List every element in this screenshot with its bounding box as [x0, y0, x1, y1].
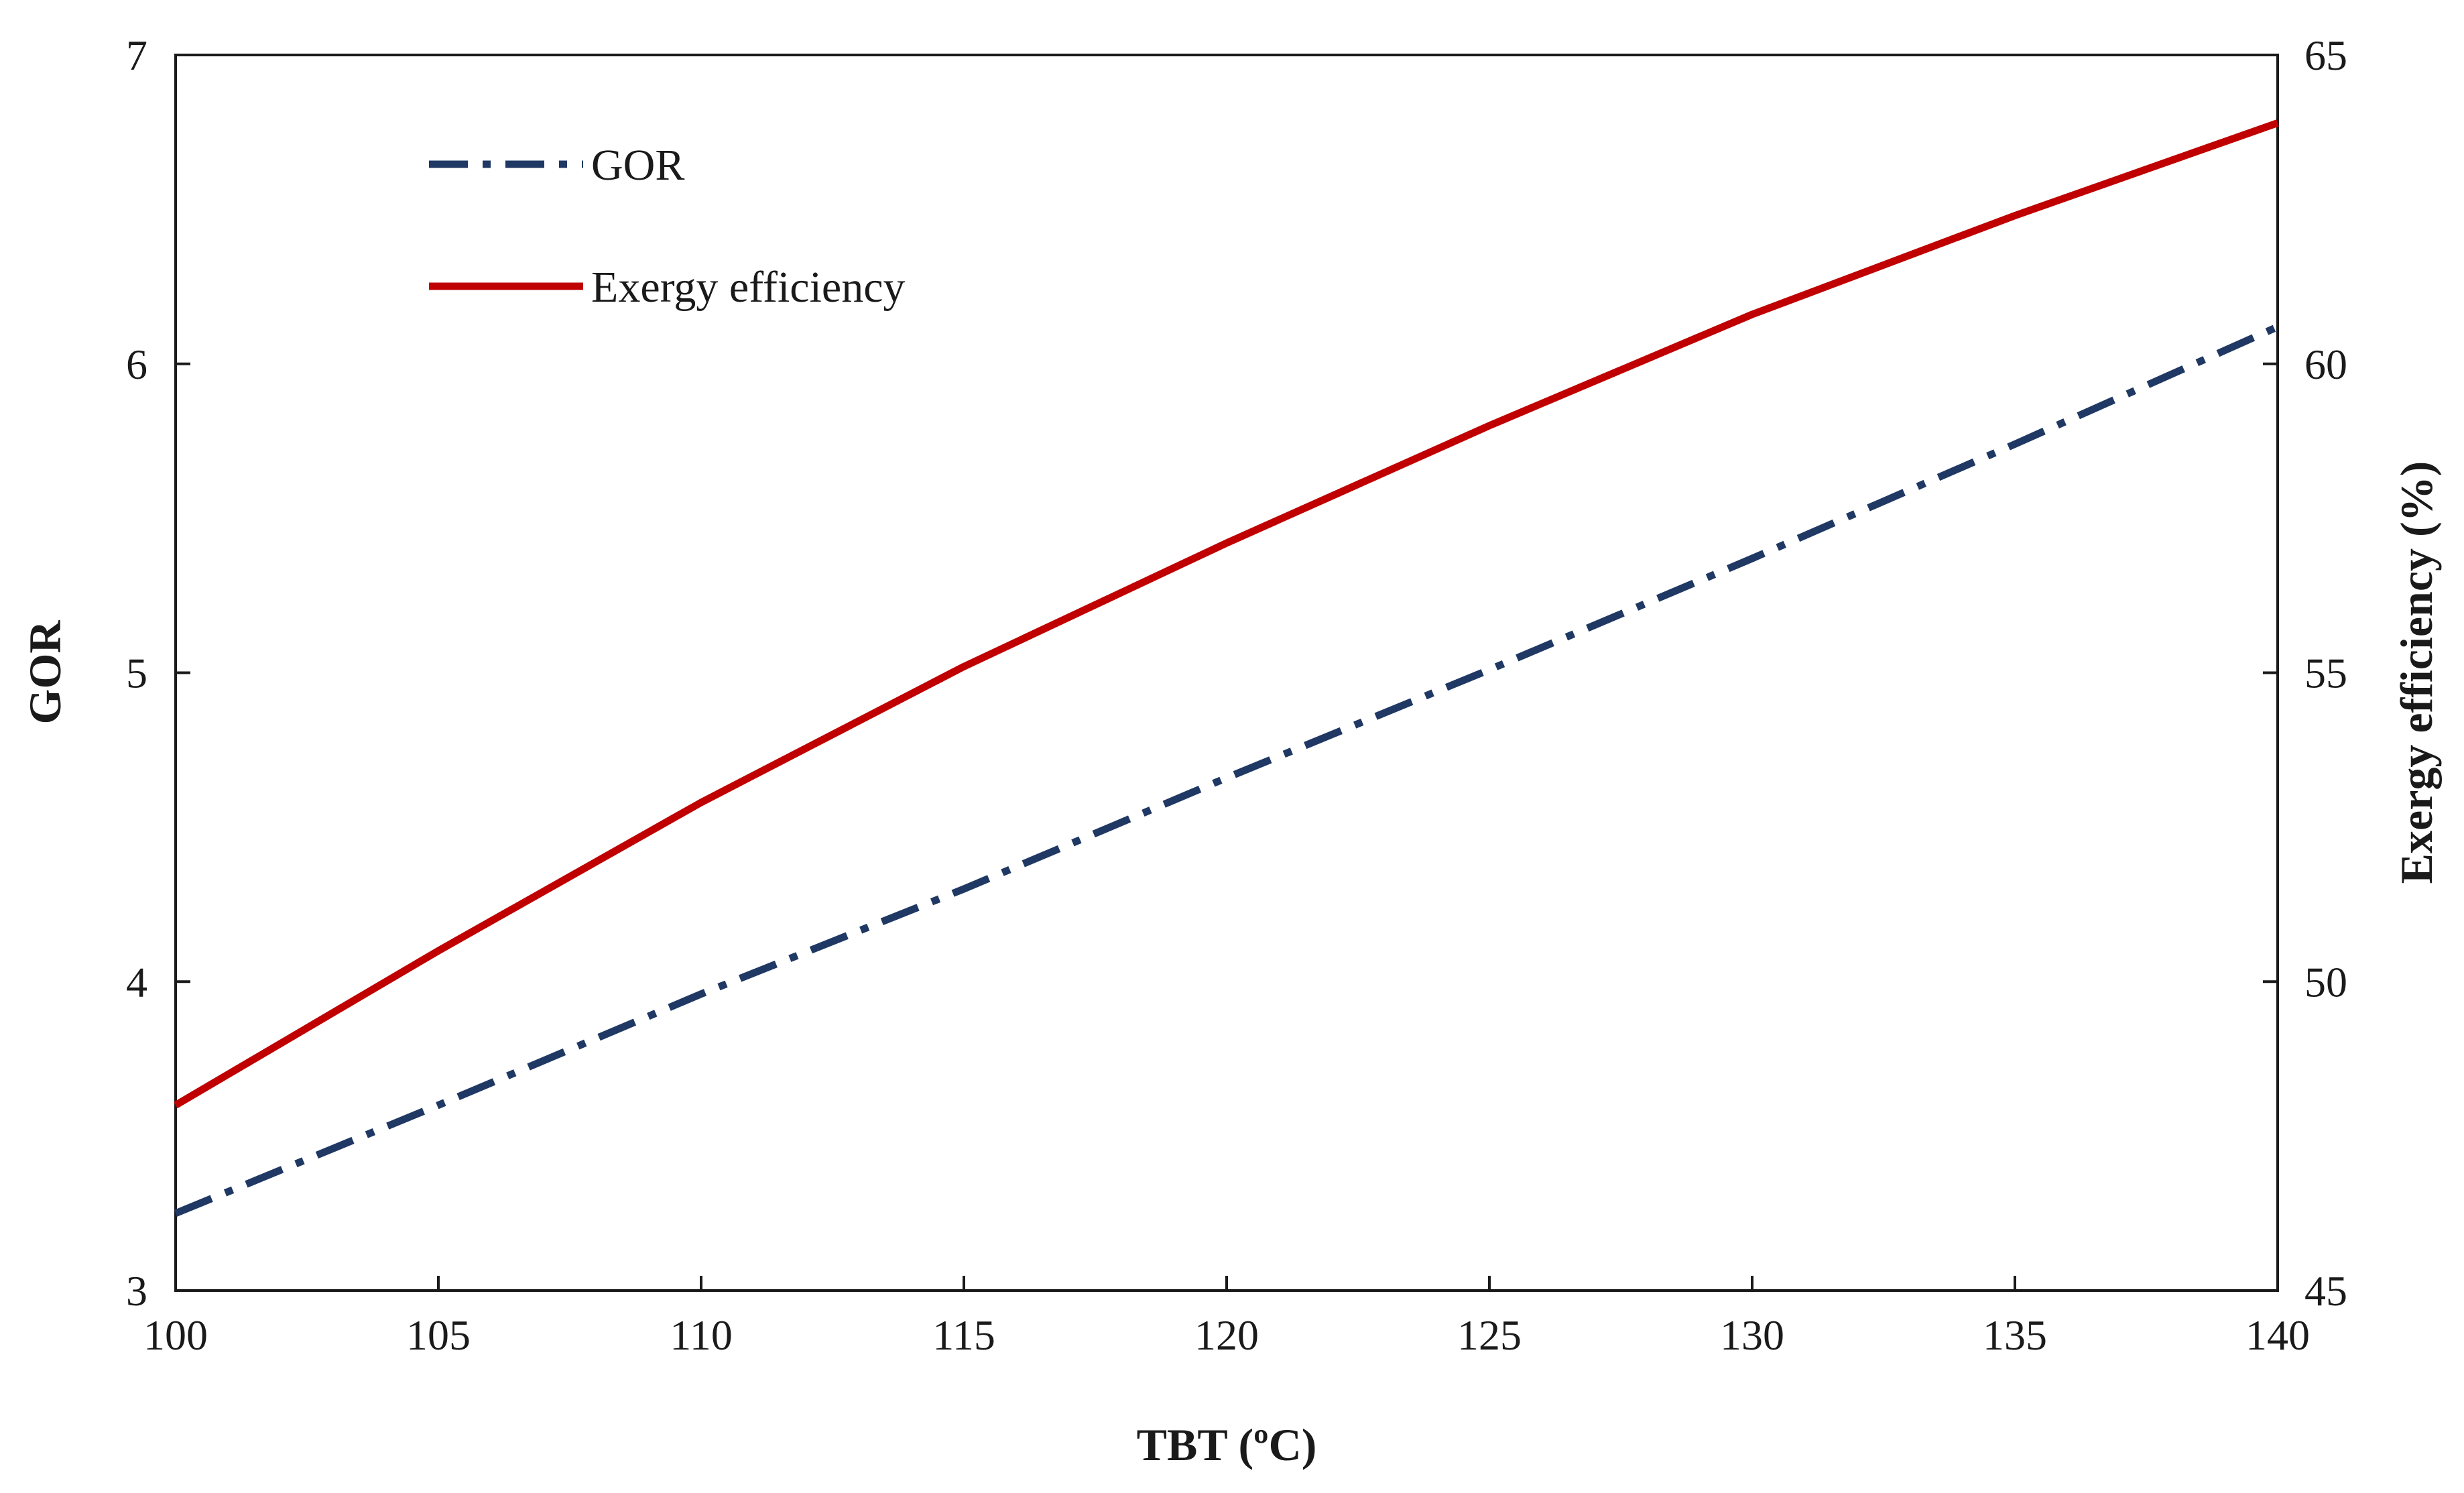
- axis-ticks: [174, 54, 2279, 1292]
- legend-label-gor: GOR: [591, 141, 684, 190]
- y-tick-label-5: 5: [126, 650, 147, 697]
- y-tick-label-3: 3: [126, 1267, 147, 1315]
- x-tick-label-110: 110: [670, 1311, 733, 1359]
- x-tick-label-120: 120: [1194, 1311, 1259, 1359]
- y-tick-label-4: 4: [126, 958, 147, 1006]
- y-tick-label-7: 7: [126, 32, 147, 79]
- y2-axis-title: Exergy efficiency (%): [2391, 461, 2442, 884]
- x-tick-label-105: 105: [406, 1311, 471, 1359]
- y-axis-title: GOR: [19, 620, 70, 725]
- series-lines: [174, 119, 2280, 1217]
- x-tick-label-100: 100: [143, 1311, 208, 1359]
- x-tick-label-135: 135: [1983, 1311, 2047, 1359]
- x-tick-label-140: 140: [2245, 1311, 2310, 1359]
- x-axis-title: TBT (ºC): [1137, 1419, 1317, 1470]
- series-line-exergy-efficiency: [174, 119, 2279, 1109]
- y2-tick-label-50: 50: [2304, 958, 2347, 1006]
- legend-label-exergy: Exergy efficiency: [591, 263, 906, 312]
- y2-tick-label-55: 55: [2304, 650, 2347, 697]
- y2-tick-label-65: 65: [2304, 32, 2347, 79]
- x-tick-label-130: 130: [1720, 1311, 1784, 1359]
- x-tick-label-115: 115: [932, 1311, 995, 1359]
- y2-tick-label-60: 60: [2304, 341, 2347, 388]
- axis-tick-labels: 100 105 110 115 120 125 130 135 1403456745505560…: [126, 32, 2347, 1359]
- y-tick-label-6: 6: [126, 341, 147, 388]
- legend: GOR Exergy efficiency: [429, 141, 906, 312]
- y2-tick-label-45: 45: [2304, 1267, 2347, 1315]
- x-tick-label-125: 125: [1457, 1311, 1522, 1359]
